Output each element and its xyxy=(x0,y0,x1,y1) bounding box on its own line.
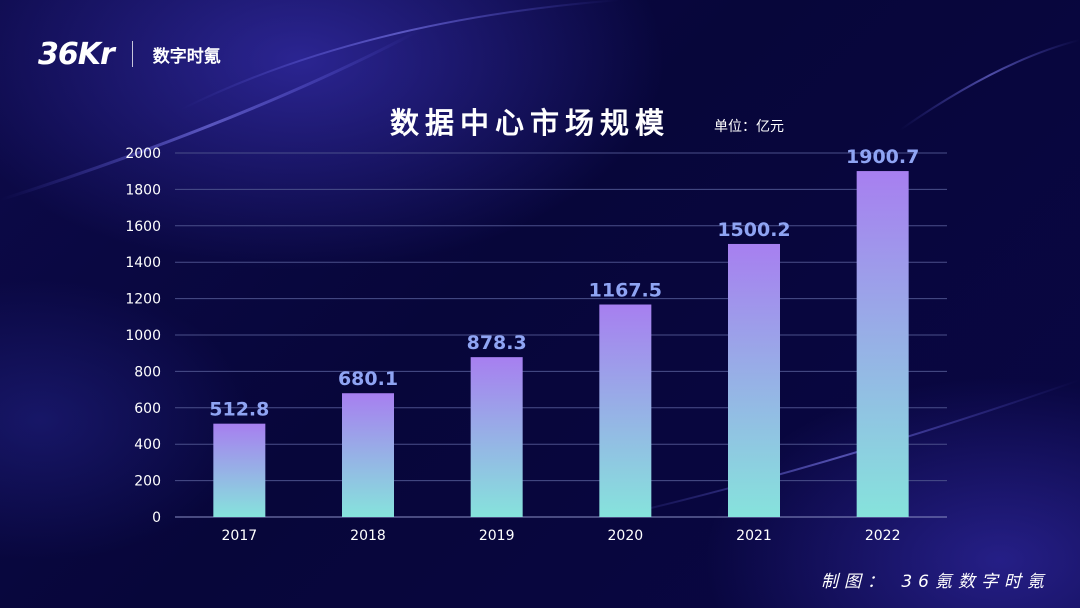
light-swoosh xyxy=(899,39,1080,131)
chart-title: 数据中心市场规模 xyxy=(390,106,671,140)
y-tick-label: 600 xyxy=(134,401,161,417)
bar-2019 xyxy=(470,357,523,517)
logo-36kr: 36Kr xyxy=(38,36,115,72)
gridlines xyxy=(175,152,947,518)
bar-2017 xyxy=(213,423,266,517)
x-tick-label-2020: 2020 xyxy=(608,528,644,544)
value-label-2021: 1500.2 xyxy=(717,219,790,241)
brand-name: 数字时氪 xyxy=(149,35,225,71)
value-label-2018: 680.1 xyxy=(338,368,398,390)
brand-logo: 36Kr 数字时氪 xyxy=(38,30,225,78)
light-swoosh xyxy=(0,28,421,202)
x-tick-label-2022: 2022 xyxy=(865,528,901,544)
value-label-2017: 512.8 xyxy=(209,399,269,421)
y-tick-label: 0 xyxy=(152,510,161,526)
y-tick-label: 800 xyxy=(134,364,161,380)
brand-name-text: 数字时氪 xyxy=(152,46,221,67)
y-tick-label: 1200 xyxy=(125,292,161,308)
credit-text: 制图： 36氪数字时氪 xyxy=(820,572,1050,592)
bar-2018 xyxy=(342,393,394,517)
y-tick-label: 1000 xyxy=(125,328,161,344)
bar-2022 xyxy=(856,171,909,517)
y-axis-ticks: 0 200 400 600 800 1000 1200 1400 1600 1800 2000 xyxy=(125,146,161,526)
x-tick-label-2018: 2018 xyxy=(350,528,386,544)
y-tick-label: 1400 xyxy=(125,255,161,271)
bars xyxy=(213,171,909,517)
x-tick-label-2017: 2017 xyxy=(222,528,258,544)
value-label-2019: 878.3 xyxy=(467,332,527,354)
value-labels: 512.8 680.1 878.3 1167.5 1500.2 1900.7 xyxy=(209,146,919,421)
x-tick-label-2019: 2019 xyxy=(479,528,515,544)
x-tick-label-2021: 2021 xyxy=(736,528,772,544)
value-label-2020: 1167.5 xyxy=(589,280,662,302)
unit-label: 单位：亿元 xyxy=(714,119,784,135)
y-tick-label: 1800 xyxy=(125,182,161,198)
y-tick-label: 400 xyxy=(134,437,161,453)
x-axis-ticks: 2017 2018 2019 2020 2021 2022 xyxy=(222,528,901,544)
logo-divider xyxy=(131,41,133,67)
light-swoosh xyxy=(599,379,1080,521)
value-label-2022: 1900.7 xyxy=(846,146,919,168)
light-swoosh xyxy=(179,0,621,111)
y-tick-label: 2000 xyxy=(125,146,161,162)
y-tick-label: 200 xyxy=(134,474,161,490)
bar-2021 xyxy=(728,243,780,517)
y-tick-label: 1600 xyxy=(125,219,161,235)
bar-2020 xyxy=(599,304,652,517)
